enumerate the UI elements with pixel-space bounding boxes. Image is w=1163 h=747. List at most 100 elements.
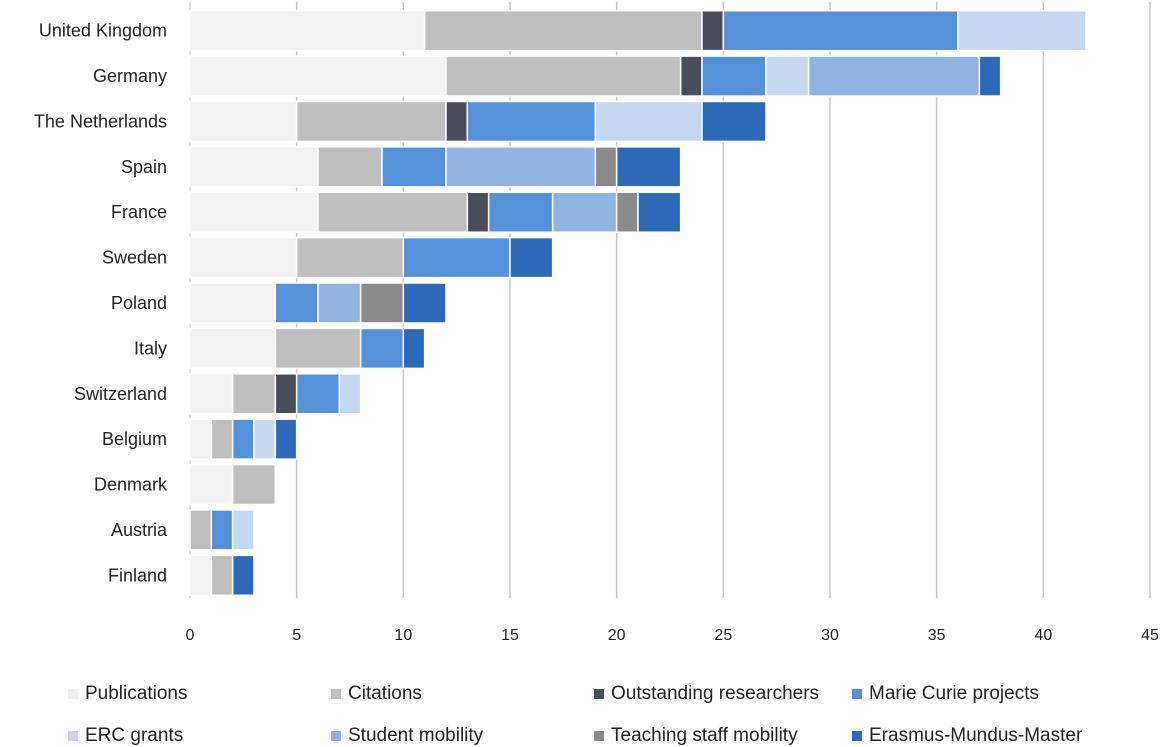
bar-segment <box>807 55 981 97</box>
bar-segment <box>274 373 298 415</box>
bar-segment <box>189 236 298 279</box>
bar-segment <box>722 9 959 52</box>
x-tick-label: 15 <box>501 627 519 644</box>
bar-segment <box>423 9 703 52</box>
legend-item: Citations <box>331 683 422 705</box>
bars <box>189 9 1087 597</box>
category-label: Denmark <box>94 475 168 495</box>
category-label: Spain <box>121 157 167 177</box>
legend-label: Erasmus-Mundus-Master <box>869 725 1083 746</box>
legend-label: Outstanding researchers <box>611 683 820 704</box>
x-tick-label: 25 <box>714 627 732 644</box>
bar-segment <box>231 509 255 551</box>
bar-segment <box>189 9 426 52</box>
bar-segment <box>189 509 213 551</box>
bar-segment <box>445 55 682 97</box>
bar-segment <box>231 373 277 415</box>
bar-segment <box>615 146 682 188</box>
bar-segment <box>338 373 362 415</box>
bar-segment <box>253 418 277 460</box>
x-tick-label: 0 <box>186 627 195 644</box>
bar-segment <box>765 55 810 97</box>
legend-label: ERC grants <box>85 725 184 746</box>
legend-label: Student mobility <box>348 725 484 746</box>
legend-item: Erasmus-Mundus-Master <box>852 725 1082 747</box>
bar-segment <box>295 373 341 415</box>
bar-segment <box>231 418 255 460</box>
bar-segment <box>210 509 234 551</box>
bar-segment <box>509 236 554 279</box>
bar-segment <box>317 191 469 233</box>
bar-segment <box>359 327 405 370</box>
legend-item: Student mobility <box>331 725 483 747</box>
category-label: France <box>111 202 167 222</box>
category-label: Switzerland <box>74 384 167 404</box>
bar-segment <box>487 191 554 233</box>
x-tick-label: 35 <box>928 627 946 644</box>
bar-segment <box>274 282 319 324</box>
bar-segment <box>231 463 277 506</box>
bar-segment <box>231 554 255 597</box>
legend-swatch <box>594 731 604 741</box>
legend-item: ERC grants <box>68 725 183 747</box>
legend-swatch <box>852 731 862 741</box>
bar-segment <box>189 100 298 143</box>
bar-segment <box>189 418 213 460</box>
stacked-bar-chart: United Kingdom Germany The Netherlands Spai… <box>34 2 1159 644</box>
bar-segment <box>274 418 298 460</box>
bar-segment <box>189 146 319 188</box>
bar-segment <box>594 100 703 143</box>
bar-segment <box>189 373 234 415</box>
bar-segment <box>189 282 277 324</box>
bar-segment <box>210 554 234 597</box>
bar-segment <box>701 55 767 97</box>
category-label: United Kingdom <box>39 21 167 41</box>
category-label: Germany <box>93 66 167 86</box>
legend-label: Publications <box>85 683 188 704</box>
legend-label: Teaching staff mobility <box>611 725 798 746</box>
category-label: Belgium <box>102 429 167 449</box>
category-label: Austria <box>111 520 168 540</box>
bar-segment <box>295 100 447 143</box>
bar-segment <box>445 146 597 188</box>
legend-swatch <box>594 689 604 699</box>
x-tick-label: 20 <box>608 627 626 644</box>
legend-item: Marie Curie projects <box>852 683 1039 705</box>
bar-segment <box>317 282 362 324</box>
legend-item: Teaching staff mobility <box>594 725 798 747</box>
category-label: Poland <box>111 293 167 313</box>
x-tick-label: 45 <box>1141 627 1159 644</box>
bar-segment <box>189 55 447 97</box>
legend-item: Outstanding researchers <box>594 683 819 705</box>
category-label: Italy <box>134 338 167 358</box>
legend-swatch <box>68 689 78 699</box>
bar-segment <box>295 236 405 279</box>
bar-segment <box>637 191 682 233</box>
bar-segment <box>189 554 213 597</box>
legend-swatch <box>68 731 78 741</box>
category-labels: United Kingdom Germany The Netherlands Spai… <box>34 21 168 586</box>
x-tick-labels: 0 5 10 15 20 25 30 35 40 45 <box>186 627 1159 644</box>
bar-segment <box>189 191 319 233</box>
x-tick-label: 10 <box>394 627 412 644</box>
bar-segment <box>701 100 767 143</box>
x-tick-label: 30 <box>821 627 839 644</box>
x-tick-label: 40 <box>1034 627 1052 644</box>
bar-segment <box>274 327 362 370</box>
bar-segment <box>189 327 277 370</box>
bar-segment <box>189 463 234 506</box>
bar-segment <box>466 191 490 233</box>
category-label: Finland <box>108 565 167 585</box>
legend-label: Citations <box>348 683 422 704</box>
x-tick-label: 5 <box>292 627 301 644</box>
bar-segment <box>978 55 1002 97</box>
bar-segment <box>551 191 618 233</box>
bar-segment <box>679 55 703 97</box>
category-label: The Netherlands <box>34 111 167 131</box>
category-label: Sweden <box>102 248 167 268</box>
bar-segment <box>381 146 447 188</box>
legend-swatch <box>331 689 341 699</box>
bar-segment <box>359 282 405 324</box>
legend-swatch <box>331 731 341 741</box>
bar-segment <box>594 146 618 188</box>
